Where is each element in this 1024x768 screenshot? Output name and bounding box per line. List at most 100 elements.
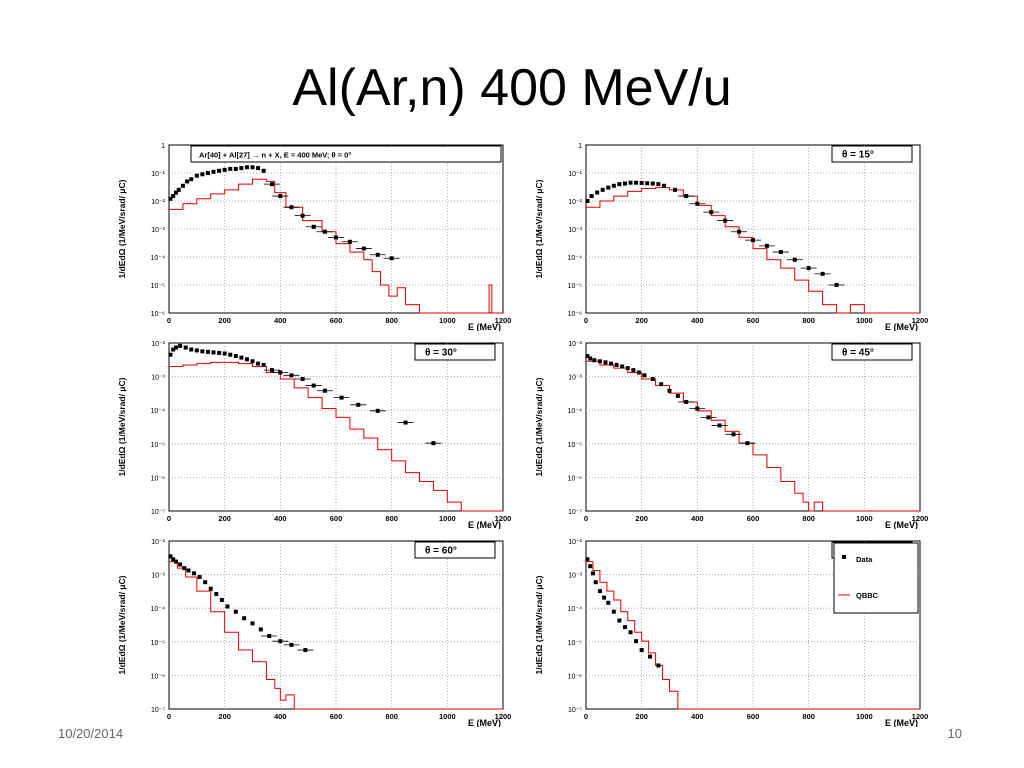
y-tick-label: 10⁻⁶ <box>151 311 165 318</box>
data-point <box>606 600 611 605</box>
legend-data-marker <box>842 555 846 559</box>
data-point <box>250 621 255 626</box>
y-tick-label: 10⁻⁷ <box>568 509 582 516</box>
data-point <box>588 356 593 361</box>
data-point <box>322 229 327 234</box>
data-point <box>200 349 205 354</box>
data-point <box>389 256 394 261</box>
data-point <box>334 235 338 240</box>
y-tick-label: 10⁻⁶ <box>151 673 165 680</box>
y-axis-label: 1/dEdΩ (1/MeV/srad/ μC) <box>117 179 127 278</box>
x-tick-label: 0 <box>584 316 588 325</box>
data-point <box>267 633 272 638</box>
data-point <box>194 173 199 178</box>
x-tick-label: 1200 <box>912 514 929 523</box>
chart-svg: 0 200 400 600 800 1000 1200 10⁻⁶ 10⁻⁵ 10⁻⁴ 10⁻³ 10⁻… <box>117 143 511 331</box>
data-point <box>695 406 700 411</box>
y-tick-label: 1 <box>578 143 582 150</box>
x-tick-label: 800 <box>385 316 398 325</box>
data-point <box>614 362 619 367</box>
data-point <box>173 190 178 195</box>
x-tick-label: 400 <box>274 316 287 325</box>
data-point <box>628 630 633 635</box>
panel-label: θ = 60° <box>425 546 457 557</box>
data-point <box>609 361 614 366</box>
data-point <box>631 368 636 373</box>
data-point <box>289 642 294 647</box>
data-point <box>180 183 185 188</box>
data-point <box>620 364 625 369</box>
data-point <box>717 423 722 428</box>
data-point <box>173 345 178 350</box>
y-tick-label: 10⁻² <box>151 341 165 348</box>
data-point <box>659 382 664 387</box>
data-point <box>228 352 233 357</box>
x-tick-label: 1000 <box>856 712 873 721</box>
data-point <box>706 415 711 420</box>
x-tick-label: 400 <box>274 514 287 523</box>
data-point <box>751 238 755 243</box>
x-tick-label: 400 <box>691 514 704 523</box>
footer-page-number: 10 <box>947 726 962 741</box>
data-point <box>278 194 283 199</box>
x-tick-label: 600 <box>330 514 343 523</box>
data-point <box>656 663 661 668</box>
data-point <box>197 575 202 580</box>
y-tick-label: 10⁻¹ <box>568 171 582 178</box>
data-point <box>745 441 750 446</box>
y-axis-label: 1/dEdΩ (1/MeV/srad/ μC) <box>534 575 544 674</box>
x-tick-label: 0 <box>167 316 171 325</box>
data-point <box>639 180 644 185</box>
data-point <box>595 190 600 195</box>
x-tick-label: 600 <box>330 712 343 721</box>
x-axis-label: E (MeV) <box>885 322 918 331</box>
x-tick-label: 600 <box>747 514 760 523</box>
y-tick-label: 10⁻² <box>568 341 582 348</box>
x-tick-label: 1000 <box>439 712 456 721</box>
y-tick-label: 10⁻⁴ <box>568 255 583 262</box>
data-point <box>339 395 344 400</box>
y-tick-label: 10⁻⁴ <box>151 255 166 262</box>
y-axis-label: 1/dEdΩ (1/MeV/srad/ μC) <box>534 179 544 278</box>
x-tick-label: 200 <box>218 316 231 325</box>
data-point <box>695 201 700 206</box>
data-point <box>650 181 655 186</box>
data-point <box>639 648 644 653</box>
data-point <box>217 168 222 173</box>
data-point <box>675 393 680 398</box>
chart-svg: 0 200 400 600 800 1000 1200 10⁻⁷ 10⁻⁶ 10⁻⁵ 10⁻⁴ 10⁻… <box>534 341 929 529</box>
data-point <box>189 177 194 182</box>
data-point <box>820 271 825 276</box>
legend-box <box>833 542 919 614</box>
y-tick-label: 10⁻² <box>568 199 582 206</box>
data-point <box>361 246 366 251</box>
data-point <box>222 167 227 172</box>
data-point <box>289 373 294 378</box>
data-point <box>244 357 249 362</box>
data-point <box>189 347 194 352</box>
data-point <box>219 597 224 602</box>
data-point <box>723 218 728 223</box>
y-tick-label: 10⁻⁷ <box>151 509 165 516</box>
data-point <box>194 348 199 353</box>
x-tick-label: 200 <box>218 712 231 721</box>
chart-panel-theta-15: 0 200 400 600 800 1000 1200 10⁻⁶ 10⁻⁵ 10⁻⁴ 10⁻³ 10⁻… <box>530 141 930 331</box>
x-tick-label: 0 <box>167 712 171 721</box>
x-tick-label: 1200 <box>912 712 929 721</box>
panel-label: θ = 30° <box>425 348 457 359</box>
data-point <box>258 627 263 632</box>
y-tick-label: 10⁻⁶ <box>151 475 165 482</box>
data-point <box>617 182 622 187</box>
slide-title: Al(Ar,n) 400 MeV/u <box>292 59 732 117</box>
data-point <box>205 349 210 354</box>
legend-item-data: Data <box>856 555 873 564</box>
x-tick-label: 200 <box>218 514 231 523</box>
y-axis-label: 1/dEdΩ (1/MeV/srad/ μC) <box>117 575 127 674</box>
x-tick-label: 800 <box>385 514 398 523</box>
data-point <box>764 243 769 248</box>
panel-label: Ar[40] + Al[27] → n + X, E = 400 MeV; θ … <box>199 151 351 160</box>
data-point <box>628 180 633 185</box>
data-point <box>239 355 244 360</box>
y-tick-label: 10⁻³ <box>151 227 165 234</box>
x-tick-label: 1200 <box>495 514 512 523</box>
